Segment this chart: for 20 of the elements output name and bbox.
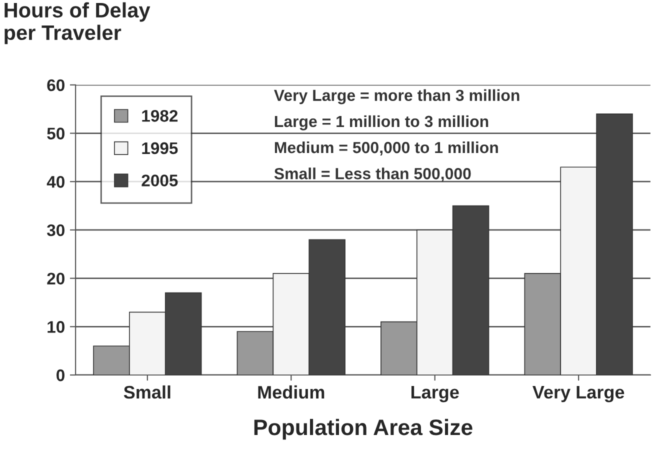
annotation: Medium = 500,000 to 1 million — [274, 141, 498, 156]
annotation: Small = Less than 500,000 — [274, 168, 471, 182]
y-tick-label: 40 — [46, 176, 64, 188]
x-tick-label: Medium — [258, 385, 324, 399]
y-tick-label: 50 — [47, 128, 64, 140]
legend-label: 1982 — [142, 110, 178, 122]
y-tick-label: 60 — [47, 79, 64, 92]
y-tick-label: 20 — [47, 272, 64, 285]
annotation: Very Large = more than 3 million — [274, 89, 520, 104]
y-tick-label: 0 — [56, 369, 64, 382]
y-axis-title: Hours of Delay per Traveler — [4, 2, 150, 44]
legend-label: 1995 — [142, 142, 178, 154]
annotation: Large = 1 million to 3 million — [274, 115, 488, 130]
x-tick-label: Very Large — [532, 386, 624, 402]
y-tick-label: 10 — [48, 321, 64, 333]
x-tick-label: Large — [411, 386, 459, 402]
y-tick-label: 30 — [46, 224, 64, 236]
x-axis-title: Population Area Size — [254, 418, 472, 440]
x-tick-label: Small — [124, 385, 170, 399]
legend-label: 2005 — [142, 174, 178, 186]
